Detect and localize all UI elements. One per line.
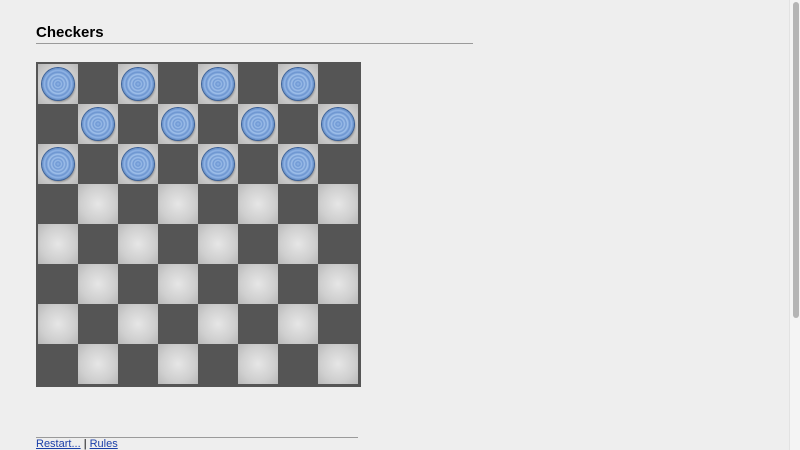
board-square[interactable] (38, 304, 78, 344)
board-square[interactable] (78, 104, 118, 144)
board-square[interactable] (318, 184, 358, 224)
board-square[interactable] (118, 144, 158, 184)
board-square[interactable] (38, 64, 78, 104)
board-square[interactable] (78, 264, 118, 304)
footer-separator: | (83, 438, 87, 450)
board-square[interactable] (198, 144, 238, 184)
checkers-board[interactable] (36, 62, 361, 387)
title-divider (36, 43, 473, 44)
board-square[interactable] (278, 304, 318, 344)
board-square[interactable] (278, 144, 318, 184)
board-square[interactable] (318, 344, 358, 384)
page-title: Checkers (36, 24, 104, 41)
footer-divider (36, 437, 358, 438)
restart-link[interactable]: Restart... (36, 438, 81, 450)
board-square[interactable] (158, 344, 198, 384)
board-square[interactable] (118, 64, 158, 104)
scrollbar-thumb[interactable] (793, 2, 799, 318)
blue-checker-piece[interactable] (82, 108, 114, 140)
board-square[interactable] (118, 304, 158, 344)
board-square[interactable] (278, 64, 318, 104)
blue-checker-piece[interactable] (42, 148, 74, 180)
blue-checker-piece[interactable] (162, 108, 194, 140)
footer-links: Restart... | Rules (36, 438, 118, 450)
blue-checker-piece[interactable] (282, 148, 314, 180)
blue-checker-piece[interactable] (122, 148, 154, 180)
board-square[interactable] (198, 304, 238, 344)
board-square[interactable] (38, 224, 78, 264)
board-square[interactable] (318, 104, 358, 144)
blue-checker-piece[interactable] (202, 68, 234, 100)
board-square[interactable] (238, 264, 278, 304)
board-square[interactable] (278, 224, 318, 264)
board-square[interactable] (158, 184, 198, 224)
board-square[interactable] (158, 264, 198, 304)
board-square[interactable] (38, 144, 78, 184)
blue-checker-piece[interactable] (42, 68, 74, 100)
page-scrollbar[interactable] (789, 0, 800, 450)
board-square[interactable] (118, 224, 158, 264)
rules-link[interactable]: Rules (89, 438, 118, 450)
board-square[interactable] (158, 104, 198, 144)
board-square[interactable] (78, 184, 118, 224)
blue-checker-piece[interactable] (122, 68, 154, 100)
board-square[interactable] (318, 264, 358, 304)
blue-checker-piece[interactable] (202, 148, 234, 180)
board-square[interactable] (198, 224, 238, 264)
blue-checker-piece[interactable] (242, 108, 274, 140)
blue-checker-piece[interactable] (282, 68, 314, 100)
board-square[interactable] (238, 344, 278, 384)
board-square[interactable] (238, 184, 278, 224)
board-square[interactable] (198, 64, 238, 104)
blue-checker-piece[interactable] (322, 108, 354, 140)
board-square[interactable] (78, 344, 118, 384)
board-square[interactable] (238, 104, 278, 144)
